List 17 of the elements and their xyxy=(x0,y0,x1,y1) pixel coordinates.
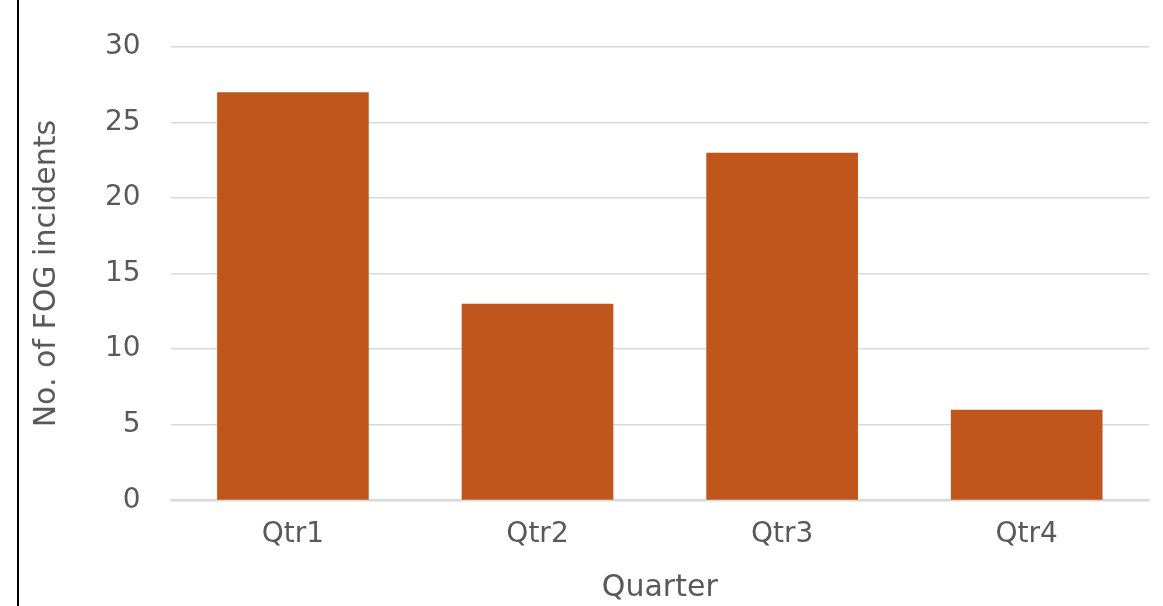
y-tick-label: 15 xyxy=(104,254,141,288)
bar xyxy=(461,303,614,500)
y-tick-label: 25 xyxy=(104,103,141,137)
y-tick-label: 30 xyxy=(104,28,141,62)
bar xyxy=(950,409,1103,500)
y-tick-label: 0 xyxy=(122,481,141,515)
y-axis-title: No. of FOG incidents xyxy=(26,119,62,428)
x-tick-label: Qtr2 xyxy=(506,516,569,550)
x-tick-label: Qtr3 xyxy=(750,516,814,550)
x-tick-label: Qtr4 xyxy=(995,516,1058,550)
bar xyxy=(217,92,369,500)
y-tick-label: 10 xyxy=(104,330,141,364)
y-tick-label: 5 xyxy=(122,406,141,440)
x-axis-title: Quarter xyxy=(601,567,719,603)
x-tick-label: Qtr1 xyxy=(261,516,325,550)
bar xyxy=(706,152,858,500)
y-tick-label: 20 xyxy=(104,179,141,213)
